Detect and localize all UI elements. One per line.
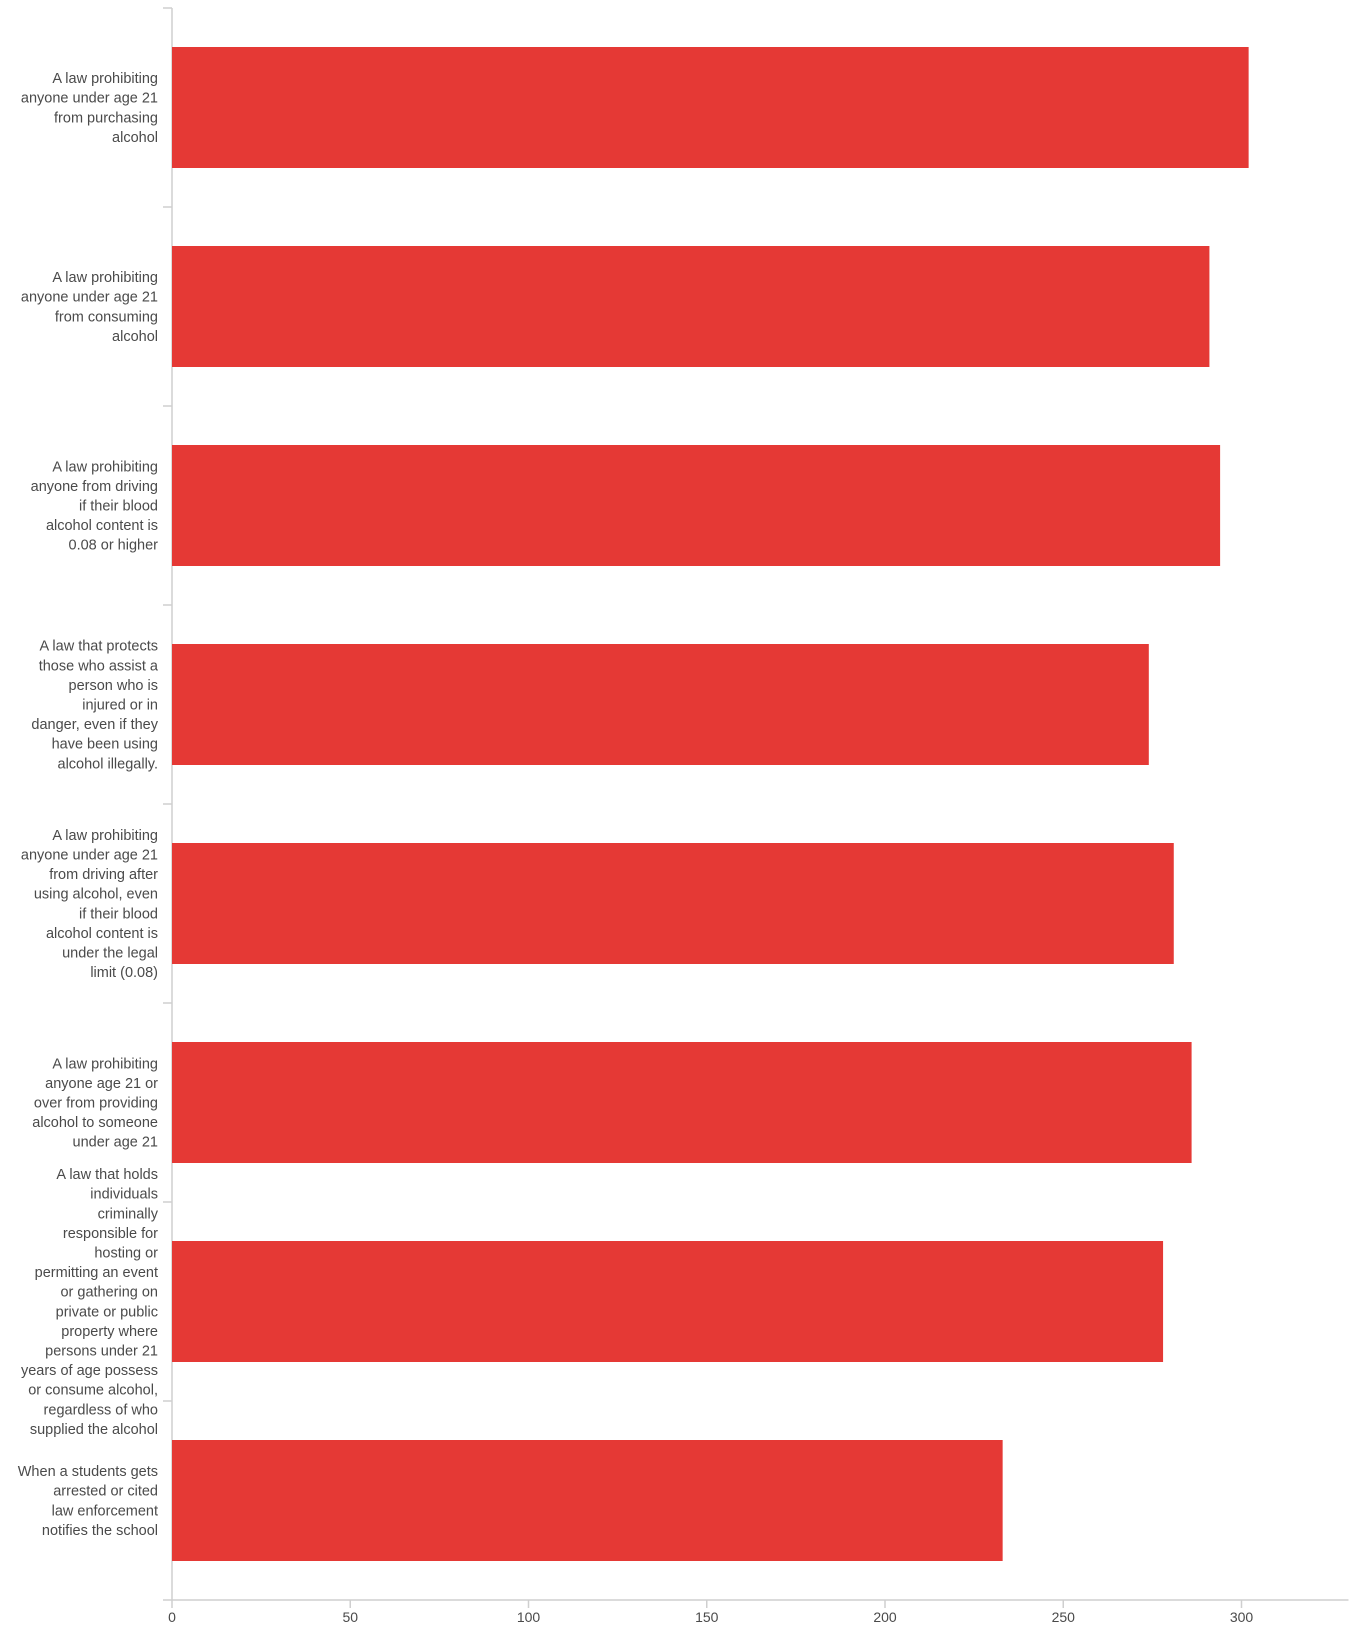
category-label-line: A law prohibiting [52,270,158,286]
category-label: A law prohibiting anyone under age 21 from… [21,828,158,981]
category-label-line: from driving after [49,867,158,883]
bar [172,1241,1164,1362]
category-label-line: using alcohol, even [34,887,158,903]
category-label-line: permitting an event [35,1265,158,1281]
category-label-line: limit (0.08) [90,965,158,981]
category-label-line: if their blood [79,906,158,922]
category-label-line: anyone from driving [31,479,158,495]
category-label-line: have been using [52,737,158,753]
category-label-line: over from providing [34,1096,158,1112]
category-label-line: A law prohibiting [52,71,158,87]
bars-layer [172,47,1249,1561]
category-label-line: alcohol to someone [32,1115,158,1131]
category-label-line: anyone age 21 or [45,1076,158,1092]
category-label-line: persons under 21 [45,1344,158,1360]
category-label-line: or gathering on [60,1285,158,1301]
category-label-line: A law prohibiting [52,459,158,475]
category-label: A law prohibiting anyone under age 21 from… [21,270,158,345]
category-label-line: under the legal [62,946,158,962]
bar [172,246,1210,367]
category-label-line: from consuming [55,309,158,325]
category-label: A law prohibiting anyone age 21 or over fr… [32,1056,158,1150]
category-label: A law that holds individuals criminally res… [21,1167,159,1438]
category-label-line: 0.08 or higher [69,538,159,554]
category-label-line: individuals [90,1187,158,1203]
x-tick-label: 200 [873,1609,897,1625]
category-label-line: danger, even if they [31,717,158,733]
bar [172,1440,1003,1561]
x-tick-label: 100 [517,1609,541,1625]
bar [172,445,1221,566]
category-label-line: supplied the alcohol [30,1422,158,1438]
x-tick-label: 150 [695,1609,719,1625]
category-label-line: years of age possess [21,1363,158,1379]
category-label-line: A law prohibiting [52,1056,158,1072]
category-label-line: hosting or [94,1246,158,1262]
category-label-line: private or public [56,1304,158,1320]
category-label-line: anyone under age 21 [21,290,158,306]
category-label: A law prohibiting anyone from driving if t… [31,459,159,553]
category-label-line: alcohol [112,130,158,146]
category-label-line: property where [61,1324,158,1340]
category-label-line: alcohol content is [46,518,158,534]
category-label-line: notifies the school [42,1523,158,1539]
category-label-line: When a students gets [18,1464,158,1480]
bar [172,843,1174,964]
category-label-line: person who is [69,678,158,694]
category-label-line: injured or in [82,698,158,714]
bar [172,1042,1192,1163]
category-label-line: regardless of who [44,1402,158,1418]
category-label-line: anyone under age 21 [21,848,158,864]
category-label-line: responsible for [63,1226,158,1242]
bar [172,47,1249,168]
category-label-line: from purchasing [54,110,158,126]
category-label-line: law enforcement [52,1503,158,1519]
category-label-line: criminally [98,1206,159,1222]
category-label-line: alcohol [112,329,158,345]
category-label-line: A law that holds [56,1167,158,1183]
category-label: When a students gets arrested or cited law… [18,1464,158,1539]
x-tick-label: 300 [1230,1609,1254,1625]
category-label-line: anyone under age 21 [21,91,158,107]
category-label-line: alcohol content is [46,926,158,942]
category-labels: A law prohibiting anyone under age 21 from… [18,71,159,1539]
category-label-line: A law prohibiting [52,828,158,844]
x-tick-label: 50 [342,1609,358,1625]
x-tick-label: 250 [1052,1609,1076,1625]
category-label-line: A law that protects [40,639,158,655]
category-label: A law that protects those who assist a per… [31,639,159,773]
bar [172,644,1149,765]
category-label-line: arrested or cited [53,1484,158,1500]
category-label-line: alcohol illegally. [58,756,158,772]
x-axis-ticks: 0 50 100 150 200 250 300 [168,1600,1253,1625]
category-label-line: or consume alcohol, [28,1383,158,1399]
x-tick-label: 0 [168,1609,176,1625]
category-label-line: under age 21 [73,1135,158,1151]
category-label-line: those who assist a [39,658,159,674]
category-label: A law prohibiting anyone under age 21 from… [21,71,158,146]
category-label-line: if their blood [79,499,158,515]
